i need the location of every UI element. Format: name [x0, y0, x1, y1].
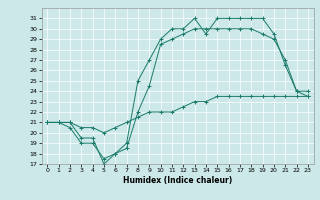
- X-axis label: Humidex (Indice chaleur): Humidex (Indice chaleur): [123, 176, 232, 185]
